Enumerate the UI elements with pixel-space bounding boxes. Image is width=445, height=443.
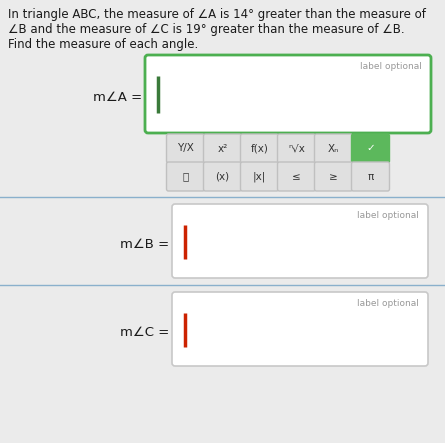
Text: label optional: label optional: [357, 211, 419, 220]
Text: |x|: |x|: [253, 171, 266, 182]
FancyBboxPatch shape: [172, 292, 428, 366]
Text: label optional: label optional: [357, 299, 419, 308]
Text: ⁿ√x: ⁿ√x: [288, 144, 305, 154]
Text: m∠B =: m∠B =: [120, 238, 169, 251]
FancyBboxPatch shape: [278, 162, 316, 191]
Text: label optional: label optional: [360, 62, 422, 71]
Text: 🗑: 🗑: [182, 171, 189, 182]
Text: ∠B and the measure of ∠C is 19° greater than the measure of ∠B.: ∠B and the measure of ∠C is 19° greater …: [8, 23, 405, 36]
FancyBboxPatch shape: [203, 162, 242, 191]
Text: m∠A =: m∠A =: [93, 91, 142, 104]
FancyBboxPatch shape: [352, 134, 389, 163]
FancyBboxPatch shape: [166, 162, 205, 191]
FancyBboxPatch shape: [315, 134, 352, 163]
Text: ≤: ≤: [292, 171, 301, 182]
Text: ≥: ≥: [329, 171, 338, 182]
FancyBboxPatch shape: [203, 134, 242, 163]
Text: Find the measure of each angle.: Find the measure of each angle.: [8, 38, 198, 51]
Text: x²: x²: [217, 144, 228, 154]
Text: ✓: ✓: [366, 144, 375, 154]
Text: π: π: [368, 171, 374, 182]
FancyBboxPatch shape: [278, 134, 316, 163]
FancyBboxPatch shape: [172, 204, 428, 278]
FancyBboxPatch shape: [352, 162, 389, 191]
Text: m∠C =: m∠C =: [120, 326, 169, 339]
Text: (x): (x): [215, 171, 230, 182]
FancyBboxPatch shape: [166, 134, 205, 163]
FancyBboxPatch shape: [240, 134, 279, 163]
Text: Xₙ: Xₙ: [328, 144, 339, 154]
Text: Y/X: Y/X: [177, 144, 194, 154]
Text: f(x): f(x): [251, 144, 268, 154]
Text: In triangle ABC, the measure of ∠A is 14° greater than the measure of: In triangle ABC, the measure of ∠A is 14…: [8, 8, 426, 21]
FancyBboxPatch shape: [240, 162, 279, 191]
FancyBboxPatch shape: [315, 162, 352, 191]
FancyBboxPatch shape: [145, 55, 431, 133]
